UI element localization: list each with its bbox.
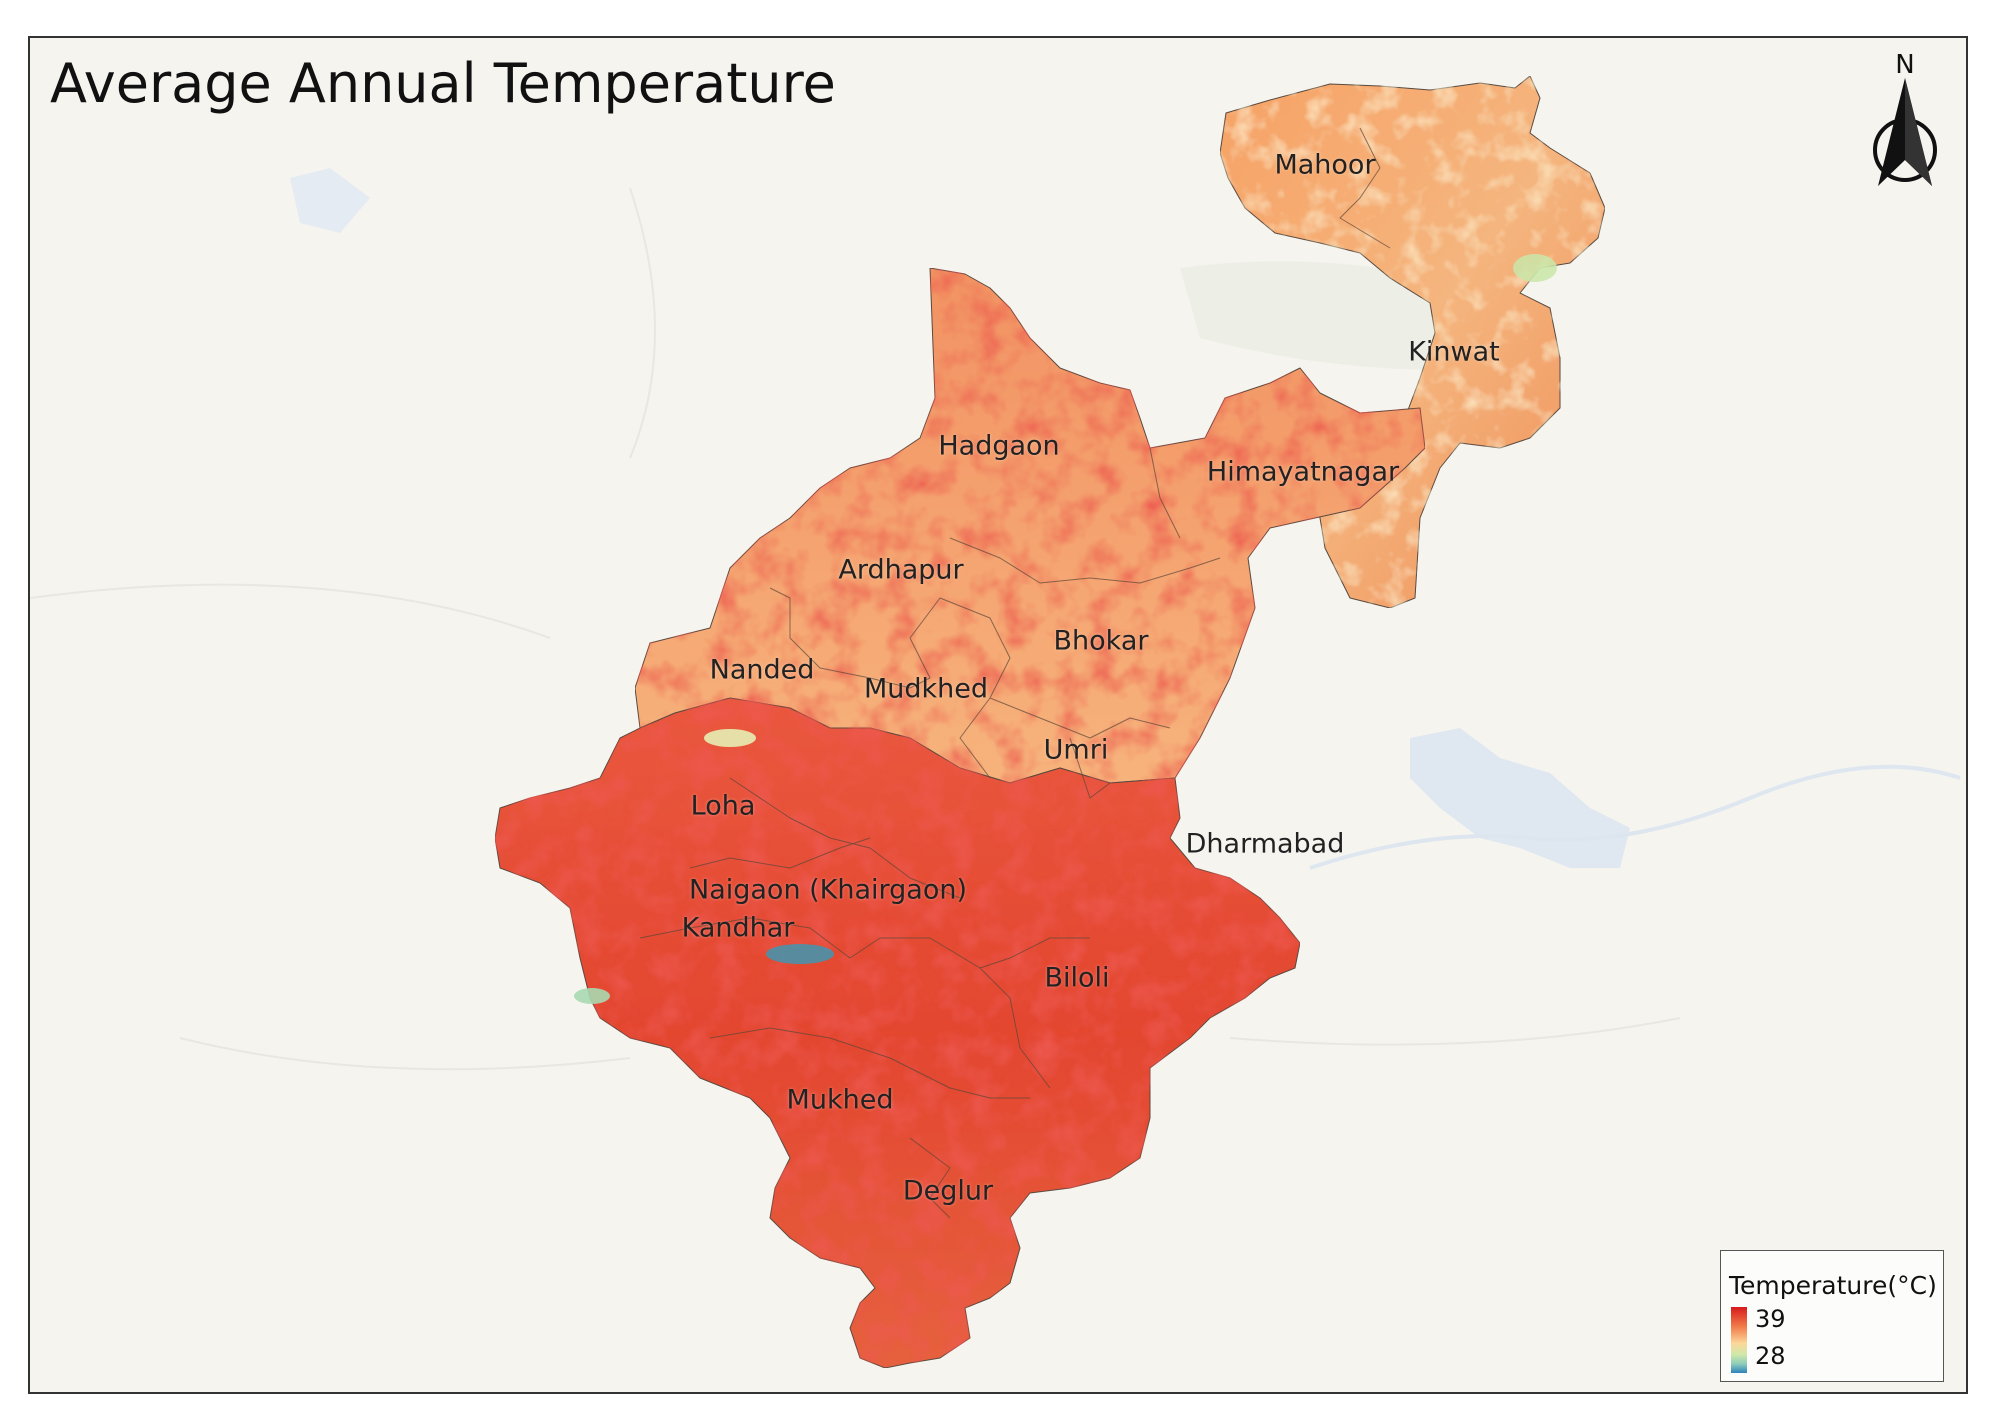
north-arrow: N	[1860, 50, 1950, 186]
map-canvas[interactable]	[30, 38, 1966, 1392]
region-mahoor[interactable]	[1219, 75, 1606, 609]
reservoir-northwest	[290, 168, 370, 233]
region-south[interactable]	[494, 697, 1301, 1369]
taluka-label-nanded: Nanded	[709, 654, 815, 686]
taluka-label-dharmabad: Dharmabad	[1185, 828, 1345, 860]
region-north-central[interactable]	[634, 267, 1426, 784]
north-label: N	[1895, 50, 1915, 80]
taluka-label-ardhapur: Ardhapur	[838, 554, 964, 586]
taluka-label-kinwat: Kinwat	[1408, 336, 1500, 368]
river-east	[1309, 764, 1961, 870]
legend: Temperature(°C) 39 28	[1720, 1250, 1944, 1382]
road-2	[179, 1037, 631, 1071]
taluka-label-umri: Umri	[1043, 734, 1109, 766]
cool-spot-kinwat	[1513, 254, 1557, 282]
cool-spot-kandhar	[766, 944, 834, 964]
taluka-label-mukhed: Mukhed	[786, 1084, 894, 1116]
temperature-raster	[494, 75, 1606, 1369]
taluka-boundaries	[639, 127, 1391, 1219]
road-3	[1229, 1017, 1681, 1046]
taluka-label-mudkhed: Mudkhed	[863, 673, 989, 705]
map-title: Average Annual Temperature	[50, 52, 836, 115]
taluka-label-loha: Loha	[690, 790, 756, 822]
taluka-label-bhokar: Bhokar	[1053, 625, 1149, 657]
north-arrow-icon	[1873, 78, 1937, 186]
legend-min-label: 28	[1755, 1342, 1786, 1370]
legend-title: Temperature(°C)	[1729, 1271, 1937, 1300]
legend-max-label: 39	[1755, 1305, 1786, 1333]
taluka-label-naigaon: Naigaon (Khairgaon)	[688, 874, 968, 906]
taluka-label-kandhar: Kandhar	[681, 912, 795, 944]
legend-color-ramp	[1731, 1307, 1747, 1373]
taluka-label-himayatnagar: Himayatnagar	[1206, 456, 1400, 488]
taluka-label-biloli: Biloli	[1044, 962, 1110, 994]
cool-spot-nanded	[704, 729, 756, 747]
road-1	[30, 583, 551, 639]
road-4	[629, 187, 656, 459]
taluka-label-hadgaon: Hadgaon	[938, 430, 1060, 462]
reservoir-east	[1410, 728, 1630, 868]
taluka-label-mahoor: Mahoor	[1274, 149, 1376, 181]
cool-spot-west	[574, 988, 610, 1004]
map-frame: Average Annual Temperature N Mahoor Kinwa…	[28, 36, 1968, 1394]
taluka-label-deglur: Deglur	[902, 1175, 994, 1207]
